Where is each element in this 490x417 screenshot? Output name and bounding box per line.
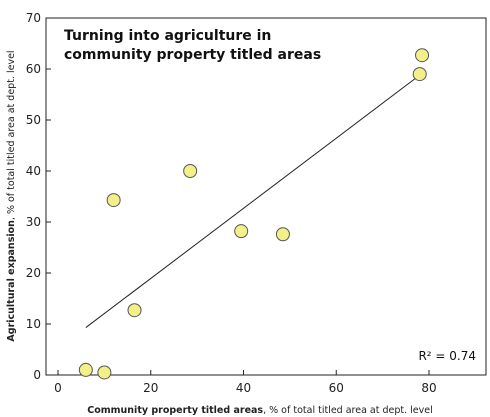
x-tick-label: 0 [54,381,62,395]
scatter-point [97,365,112,380]
y-axis-label-rest: , % of total titled area at dept. level [6,50,17,220]
chart-title-line-1: Turning into agriculture in [64,28,271,44]
y-axis-ticks: 0 10 20 30 40 50 60 70 [26,11,51,382]
scatter-point [78,362,93,377]
scatter-point [127,303,142,318]
x-axis-label-rest: , % of total titled area at dept. level [263,405,433,416]
y-tick-label: 30 [26,215,41,229]
x-tick-label: 80 [421,381,436,395]
x-axis-label: Community property titled areas, % of to… [87,405,433,416]
scatter-point [234,224,249,239]
scatter-point [415,48,430,63]
trendline [85,74,421,328]
x-tick-label: 60 [329,381,344,395]
y-tick-label: 60 [26,62,41,76]
scatter-point [412,67,427,82]
y-axis-label-bold: Agricultural expansion [6,220,17,342]
y-axis-label: Agricultural expansion, % of total title… [6,50,17,341]
y-tick-label: 10 [26,317,41,331]
chart-title-line-2: community property titled areas [64,47,321,63]
y-tick-label: 20 [26,266,41,280]
data-points [78,48,430,380]
y-tick-label: 40 [26,164,41,178]
x-tick-label: 20 [143,381,158,395]
y-tick-label: 70 [26,11,41,25]
y-tick-label: 0 [33,368,41,382]
x-axis-ticks: 0 20 40 60 80 [54,370,437,395]
r-squared-annotation: R² = 0.74 [418,349,476,363]
scatter-point [275,227,290,242]
scatter-point [183,164,198,178]
x-axis-label-bold: Community property titled areas [87,405,263,416]
x-tick-label: 40 [236,381,251,395]
trendline-group [85,74,421,328]
y-tick-label: 50 [26,113,41,127]
scatter-point [106,193,121,208]
